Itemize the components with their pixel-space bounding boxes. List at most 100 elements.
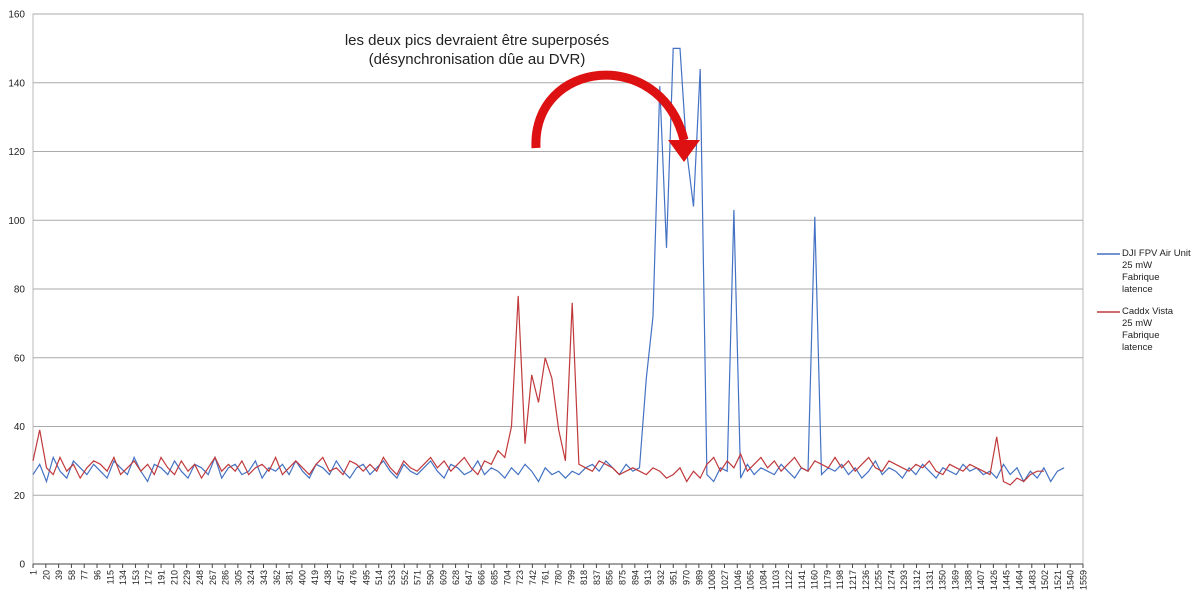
x-tick-label: 1388 <box>963 570 973 590</box>
x-tick-label: 267 <box>208 570 218 585</box>
x-tick-label: 742 <box>528 570 538 585</box>
x-tick-label: 685 <box>489 570 499 585</box>
arrow <box>531 70 689 149</box>
x-tick-label: 210 <box>169 570 179 585</box>
x-tick-label: 324 <box>246 570 256 585</box>
x-tick-label: 1502 <box>1040 570 1050 590</box>
x-tick-label: 77 <box>80 570 90 580</box>
y-tick-label: 20 <box>14 491 26 502</box>
annotation: les deux pics devraient être superposés <box>345 32 609 49</box>
x-tick-label: 1407 <box>976 570 986 590</box>
x-tick-label: 856 <box>605 570 615 585</box>
x-tick-label: 1103 <box>771 570 781 589</box>
x-tick-label: 1255 <box>874 570 884 590</box>
x-tick-label: 818 <box>579 570 589 585</box>
x-tick-label: 1559 <box>1079 570 1089 590</box>
x-tick-label: 837 <box>592 570 602 585</box>
x-tick-label: 609 <box>438 570 448 585</box>
series-line <box>32 295 1044 486</box>
x-tick-label: 970 <box>682 570 692 585</box>
x-tick-label: 514 <box>374 570 384 585</box>
x-tick-label: 438 <box>323 570 333 585</box>
y-tick-label: 140 <box>8 78 25 89</box>
x-tick-label: 381 <box>285 570 295 585</box>
x-tick-label: 286 <box>221 570 231 585</box>
x-tick-label: 1179 <box>822 570 832 589</box>
x-tick-label: 1046 <box>733 570 743 590</box>
x-tick-label: 1540 <box>1066 570 1076 590</box>
arrow-head <box>668 140 700 162</box>
x-tick-label: 1464 <box>1014 570 1024 590</box>
x-tick-label: 1198 <box>835 570 845 589</box>
x-tick-label: 780 <box>554 570 564 585</box>
y-tick-label: 160 <box>8 10 25 21</box>
x-tick-label: 172 <box>144 570 154 585</box>
x-tick-label: 115 <box>105 570 115 584</box>
x-tick-label: 1027 <box>720 570 730 590</box>
x-tick-label: 400 <box>297 570 307 585</box>
x-tick-label: 1065 <box>746 570 756 590</box>
legend-label: Caddx Vista 25 mW Fabrique latence <box>1122 306 1174 353</box>
y-tick-label: 40 <box>14 422 26 433</box>
x-tick-label: 723 <box>515 570 525 585</box>
x-tick-label: 913 <box>643 570 653 585</box>
x-tick-label: 590 <box>425 570 435 585</box>
x-tick-label: 229 <box>182 570 192 585</box>
x-tick-label: 476 <box>349 570 359 585</box>
x-tick-label: 666 <box>477 570 487 585</box>
x-tick-label: 153 <box>131 570 141 585</box>
series-line <box>32 47 1065 484</box>
x-tick-label: 1122 <box>784 570 794 589</box>
x-tick-label: 799 <box>566 570 576 585</box>
x-tick-label: 419 <box>310 570 320 585</box>
x-tick-label: 1217 <box>848 570 858 590</box>
x-tick-label: 1350 <box>938 570 948 590</box>
x-tick-label: 533 <box>387 570 397 585</box>
x-tick-label: 1369 <box>950 570 960 590</box>
x-tick-label: 1445 <box>1002 570 1012 590</box>
x-tick-label: 96 <box>93 570 103 580</box>
x-tick-label: 552 <box>400 570 410 585</box>
x-tick-label: 647 <box>464 570 474 585</box>
x-tick-label: 571 <box>413 570 423 585</box>
y-tick-label: 120 <box>8 147 25 158</box>
x-tick-label: 134 <box>118 570 128 585</box>
x-tick-label: 1312 <box>912 570 922 590</box>
lines <box>32 47 1065 486</box>
x-tick-label: 894 <box>630 570 640 585</box>
x-tick-label: 1521 <box>1053 570 1063 590</box>
x-tick-label: 248 <box>195 570 205 585</box>
x-tick-label: 1141 <box>797 570 807 589</box>
x-tick-label: 951 <box>669 570 679 585</box>
x-tick-label: 495 <box>361 570 371 585</box>
annotation: (désynchronisation dûe au DVR) <box>369 51 586 68</box>
legend-label: DJI FPV Air Unit 25 mW Fabrique latence <box>1122 248 1191 295</box>
x-tick-label: 39 <box>54 570 64 580</box>
x-tick-label: 761 <box>541 570 551 585</box>
x-tick-label: 1 <box>29 570 39 575</box>
x-tick-label: 1084 <box>758 570 768 590</box>
x-tick-label: 1160 <box>810 570 820 589</box>
x-tick-label: 628 <box>451 570 461 585</box>
x-tick-label: 343 <box>259 570 269 585</box>
x-tick-label: 191 <box>157 570 167 585</box>
y-tick-label: 80 <box>14 285 26 296</box>
x-tick-label: 1274 <box>886 570 896 590</box>
x-tick-label: 1426 <box>989 570 999 590</box>
x-tick-label: 362 <box>272 570 282 585</box>
x-tick-label: 875 <box>618 570 628 585</box>
x-tick-label: 1331 <box>925 570 935 590</box>
x-tick-label: 1236 <box>861 570 871 590</box>
y-tick-label: 100 <box>8 216 25 227</box>
x-tick-label: 1483 <box>1027 570 1037 590</box>
x-tick-label: 1293 <box>899 570 909 590</box>
y-tick-label: 0 <box>19 560 25 571</box>
x-tick-label: 704 <box>502 570 512 585</box>
x-tick-label: 932 <box>656 570 666 585</box>
x-tick-label: 1008 <box>707 570 717 590</box>
x-tick-label: 58 <box>67 570 77 580</box>
x-tick-label: 457 <box>336 570 346 585</box>
